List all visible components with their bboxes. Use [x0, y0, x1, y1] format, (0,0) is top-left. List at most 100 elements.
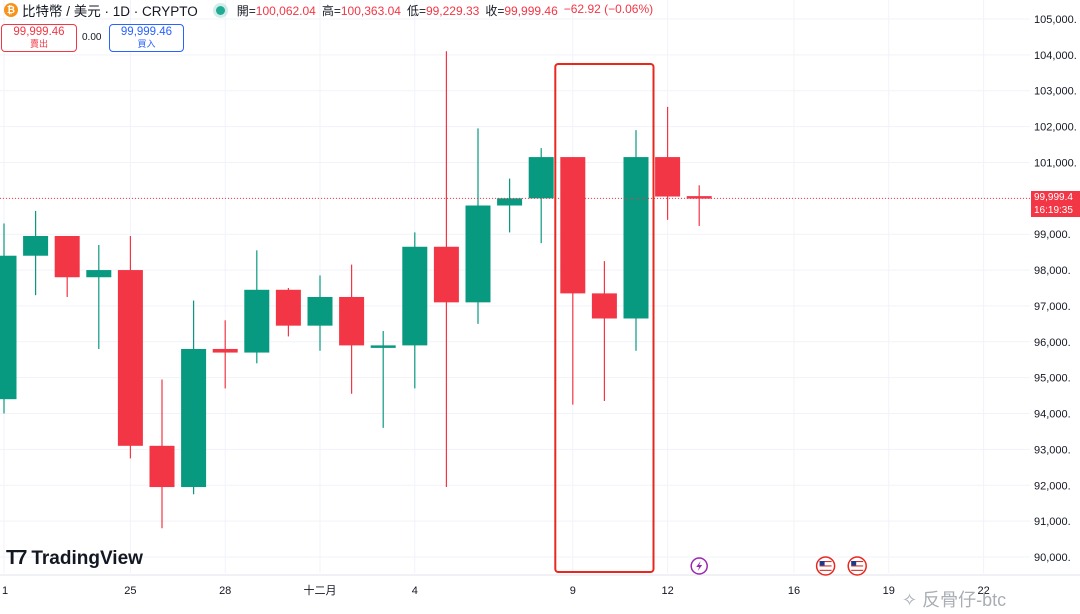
flag-canton	[819, 561, 825, 566]
candle	[339, 264, 365, 394]
candle	[181, 300, 207, 495]
tradingview-wordmark: TradingView	[31, 547, 143, 569]
price-tick-label: 91,000.	[1034, 516, 1071, 528]
candle-body	[244, 289, 270, 353]
close-readout: 收=99,999.46	[485, 3, 558, 18]
price-tick-label: 105,000.	[1034, 14, 1077, 26]
high-readout: 高=100,363.04	[321, 3, 401, 18]
price-tick-label: 94,000.	[1034, 409, 1071, 421]
candle	[23, 210, 49, 296]
time-tick-label: 16	[788, 585, 800, 597]
current-price-value: 99,999.4	[1034, 192, 1073, 203]
price-tick-label: 92,000.	[1034, 480, 1071, 492]
price-axis[interactable]: 90,000. 91,000. 92,000. 93,000. 94,000. 95,00…	[1034, 14, 1077, 564]
event-markers[interactable]	[690, 556, 867, 576]
spread-value: 0.00	[82, 32, 102, 43]
candle-body	[339, 296, 365, 346]
time-tick-label: 1	[2, 585, 8, 597]
candle	[686, 185, 712, 226]
candle	[117, 235, 143, 459]
time-tick-label: 4	[412, 585, 418, 597]
time-axis[interactable]: 1 25 28 十二月 4 9 12 16 19 22	[2, 583, 990, 597]
price-tick-label: 102,000.	[1034, 122, 1077, 134]
price-tick-label: 96,000.	[1034, 337, 1071, 349]
candle	[275, 288, 301, 337]
bitcoin-icon: ₿	[4, 3, 18, 17]
flag-stripe	[851, 565, 864, 567]
price-tick-label: 99,000.	[1034, 229, 1071, 241]
bar-countdown: 16:19:35	[1034, 205, 1073, 216]
candle	[212, 320, 238, 389]
candle-body	[686, 196, 712, 199]
price-tick-label: 103,000.	[1034, 86, 1077, 98]
time-tick-label: 十二月	[304, 583, 337, 597]
price-tick-label: 98,000.	[1034, 265, 1071, 277]
price-tick-label: 95,000.	[1034, 373, 1071, 385]
symbol-title[interactable]: 比特幣 / 美元 · 1D · CRYPTO	[22, 4, 198, 19]
candle	[54, 235, 80, 297]
candle-body	[402, 246, 428, 346]
symbol-header: ₿ 比特幣 / 美元 · 1D · CRYPTO 開=100,062.04 高=…	[0, 0, 653, 20]
time-tick-label: 12	[661, 585, 673, 597]
flag-canton	[851, 561, 857, 566]
flag-stripe	[819, 567, 832, 569]
lightning-icon	[690, 557, 708, 575]
candle-body	[149, 445, 175, 488]
flag-stripe	[851, 563, 864, 565]
open-readout: 開=100,062.04	[236, 3, 316, 18]
candle	[149, 379, 175, 529]
candle-body	[560, 157, 586, 294]
flag-stripe	[819, 561, 832, 563]
candle	[370, 331, 396, 428]
tradingview-logo[interactable]: T7 TradingView	[6, 547, 143, 570]
low-readout: 低=99,229.33	[406, 3, 480, 18]
overlays	[0, 63, 1030, 573]
candle	[591, 261, 617, 401]
candles	[0, 51, 712, 529]
price-tick-label: 101,000.	[1034, 157, 1077, 169]
candle	[86, 244, 112, 349]
candle	[655, 106, 681, 220]
watermark: ✧ 反骨仔-btc	[902, 586, 1006, 612]
candle	[528, 148, 554, 244]
candle-body	[465, 205, 491, 303]
sell-label: 賣出	[29, 39, 48, 49]
flag-stripe	[819, 563, 832, 565]
price-tick-label: 97,000.	[1034, 301, 1071, 313]
candle	[560, 157, 586, 405]
candle-body	[591, 293, 617, 319]
buy-price: 99,999.46	[120, 26, 173, 38]
current-price-label: 99,999.4 16:19:35	[1031, 191, 1080, 217]
candle-body	[275, 289, 301, 326]
candle	[244, 250, 270, 364]
time-tick-label: 19	[883, 585, 895, 597]
lightning-bolt	[696, 561, 703, 571]
candle	[0, 223, 17, 414]
candle	[497, 178, 523, 233]
candle	[433, 51, 459, 488]
price-tick-label: 104,000.	[1034, 50, 1077, 62]
buy-button[interactable]: 99,999.46 買入	[109, 24, 184, 52]
candle	[307, 275, 333, 351]
sell-price: 99,999.46	[13, 26, 65, 38]
candle-body	[181, 348, 207, 488]
wechat-icon: ✧	[902, 590, 923, 610]
highlight-box	[554, 63, 655, 573]
flag-stripe	[819, 569, 832, 571]
candle-body	[307, 296, 333, 326]
flag-stripe	[851, 569, 864, 571]
buy-label: 買入	[137, 39, 156, 49]
time-tick-label: 9	[570, 585, 576, 597]
market-open-dot-icon	[215, 5, 225, 15]
us-flag-icon	[847, 556, 867, 576]
flag-stripe	[851, 567, 864, 569]
sell-button[interactable]: 99,999.46 賣出	[1, 24, 77, 52]
time-tick-label: 28	[219, 585, 231, 597]
candle-body	[655, 157, 681, 197]
candle-body	[86, 270, 112, 278]
ohlc-values: 開=100,062.04 高=100,363.04 低=99,229.33 收=…	[237, 2, 653, 19]
flag-stripe	[851, 561, 864, 563]
candle-body	[212, 348, 238, 353]
candle-body	[528, 157, 554, 199]
